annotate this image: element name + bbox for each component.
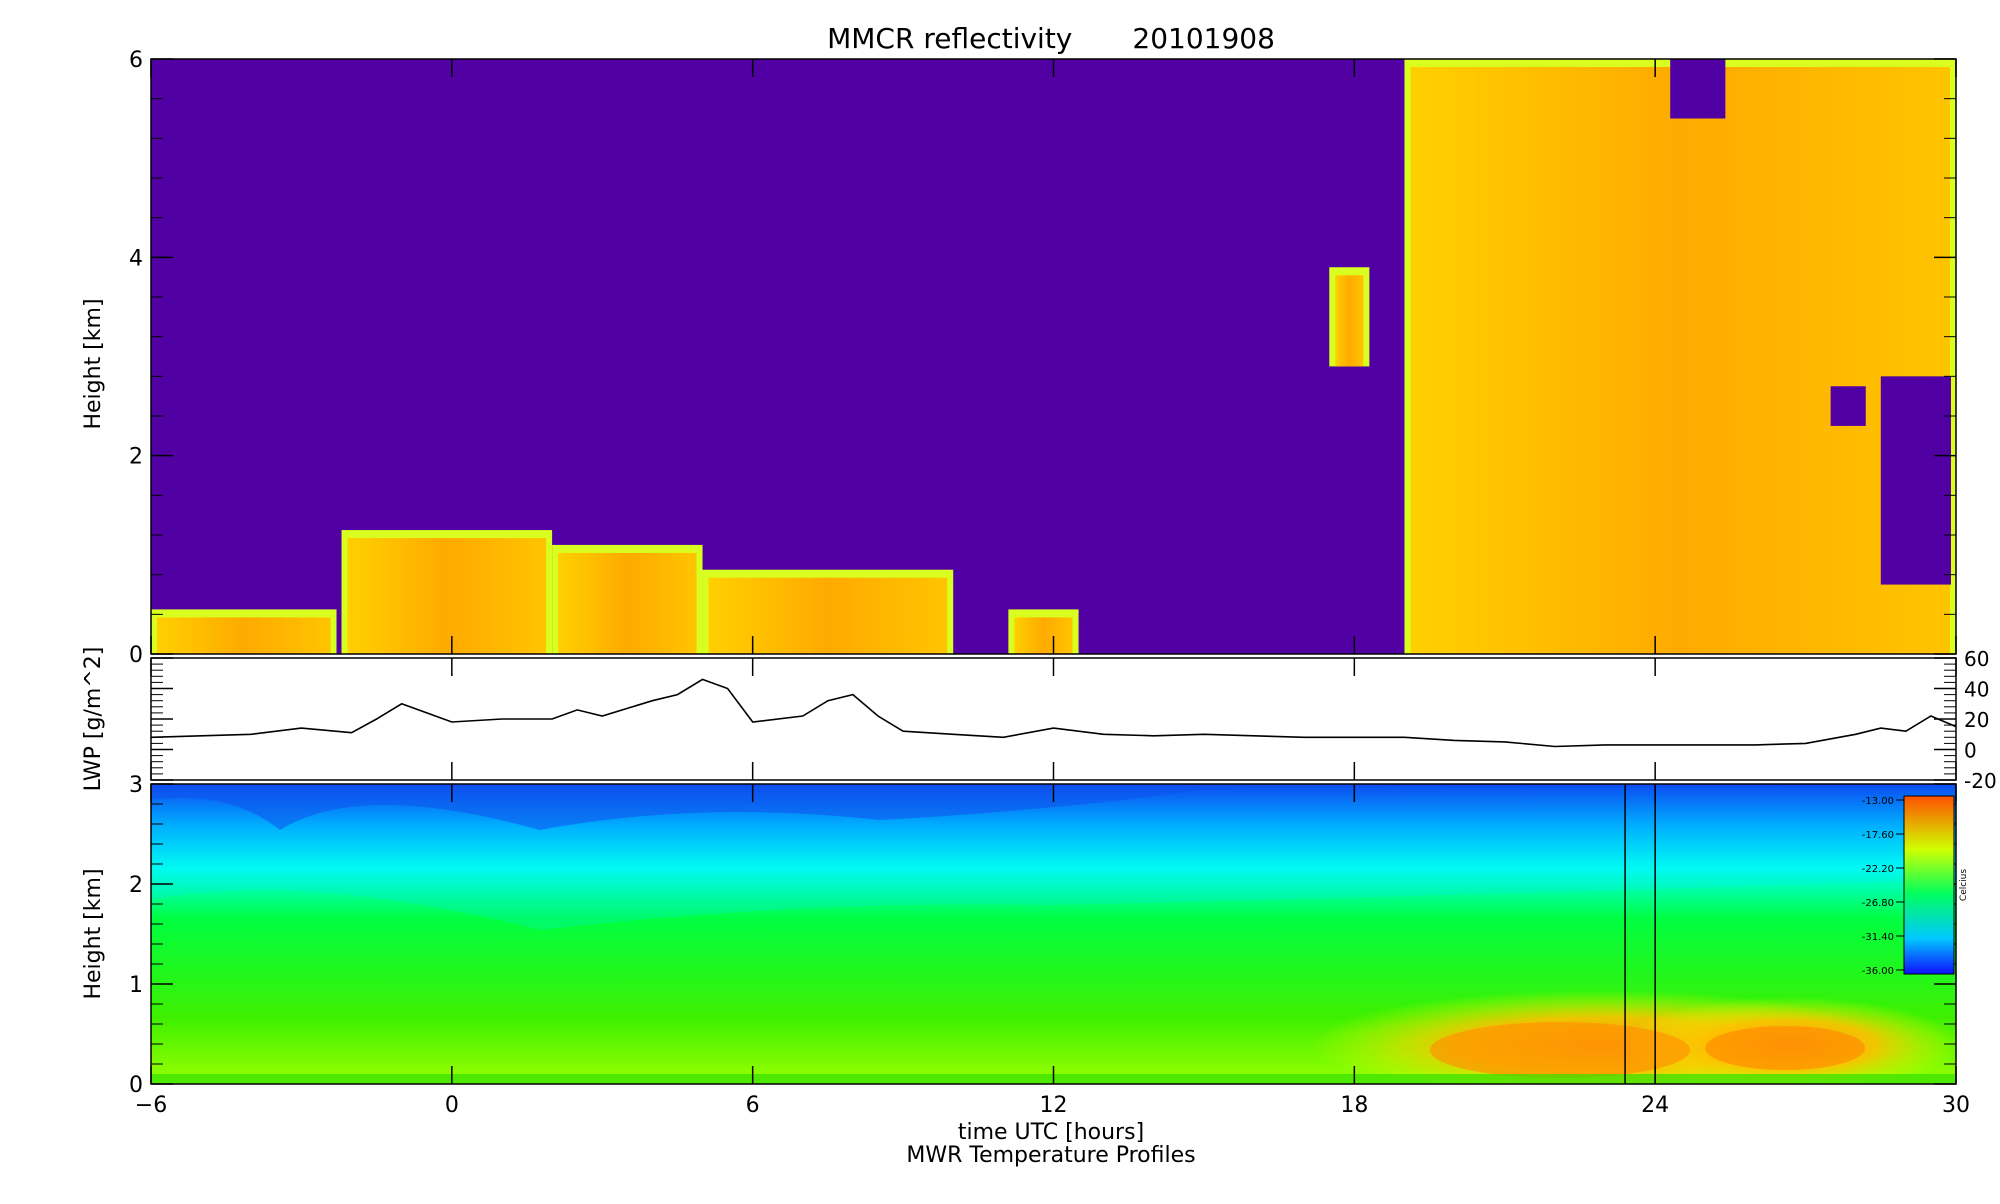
cloud-region-core <box>1335 275 1364 367</box>
chart-title: MMCR reflectivity 20101908 <box>827 22 1275 55</box>
x-axis-label: time UTC [hours] <box>958 1120 1144 1145</box>
cloud-gap <box>1880 376 1951 585</box>
chart-date: 20101908 <box>1132 22 1275 55</box>
cloud-gap <box>1670 59 1726 119</box>
temperature-ticks: 0 1 2 3 <box>129 773 1956 1098</box>
x-tick-label: 18 <box>1340 1093 1368 1118</box>
lwp-y-label: LWP [g/m^2] <box>81 647 106 792</box>
x-tick-label: 12 <box>1040 1093 1068 1118</box>
temperature-cyan-layer <box>151 784 1956 930</box>
x-tick-labels: −6 0 6 12 18 24 30 <box>135 59 1970 1118</box>
reflectivity-ticks: 0 2 4 6 <box>129 48 1956 668</box>
colorbar-label: Celcius <box>1959 869 1969 901</box>
y-tick-label: 2 <box>129 873 143 898</box>
temperature-panel: 0 1 2 3 Height [km] -13.00 -17.60 -22.20 -26.8… <box>81 773 1969 1098</box>
y-tick-label: 1 <box>129 973 143 998</box>
y-tick-label: -20 <box>1964 769 1997 793</box>
temperature-warm-core-2 <box>1705 1026 1865 1070</box>
y-tick-label: 0 <box>129 643 143 668</box>
y-tick-label: 0 <box>129 1073 143 1098</box>
reflectivity-y-label: Height [km] <box>81 298 106 429</box>
lwp-series-line <box>150 678 1957 748</box>
colorbar-tick-label: -31.40 <box>1862 932 1894 943</box>
cloud-region-core <box>708 577 948 654</box>
colorbar-gradient <box>1903 795 1955 975</box>
lwp-panel: -20 0 20 40 60 LWP [g/m^2] <box>81 647 1997 793</box>
cloud-region-core <box>157 617 331 654</box>
bottom-caption: MWR Temperature Profiles <box>906 1143 1195 1168</box>
y-tick-label: 6 <box>129 48 143 73</box>
colorbar-tick-label: -26.80 <box>1862 898 1894 909</box>
y-tick-label: 2 <box>129 445 143 470</box>
colorbar-tick-label: -36.00 <box>1862 966 1894 977</box>
colorbar-tick-label: -17.60 <box>1862 830 1894 841</box>
y-tick-label: 40 <box>1964 678 1989 702</box>
lwp-background <box>151 658 1956 780</box>
x-tick-label: 6 <box>746 1093 760 1118</box>
colorbar-tick-label: -13.00 <box>1862 796 1894 807</box>
y-tick-label: 3 <box>129 773 143 798</box>
reflectivity-panel: 0 2 4 6 Height [km] <box>81 48 1957 668</box>
chart-title-text: MMCR reflectivity <box>827 22 1072 55</box>
lwp-ticks: -20 0 20 40 60 <box>151 647 1997 793</box>
colorbar-tick-label: -22.20 <box>1862 864 1894 875</box>
x-tick-label: 0 <box>445 1093 459 1118</box>
y-tick-label: 4 <box>129 246 143 271</box>
y-tick-label: 20 <box>1964 708 1989 732</box>
y-tick-label: 60 <box>1964 647 1989 671</box>
cloud-region-core <box>347 538 547 654</box>
temperature-marker-lines <box>1624 784 1656 1084</box>
cloud-region-core <box>1410 67 1950 654</box>
temperature-y-label: Height [km] <box>81 868 106 999</box>
y-tick-label: 0 <box>1964 739 1977 763</box>
x-tick-label: −6 <box>135 1093 167 1118</box>
temperature-field <box>151 784 1956 1084</box>
x-tick-label: 24 <box>1641 1093 1669 1118</box>
cloud-gap <box>1830 386 1866 426</box>
temperature-colorbar: -13.00 -17.60 -22.20 -26.80 -31.40 -36.00 Cel… <box>1862 795 1969 977</box>
temperature-cold-layer <box>151 784 1956 830</box>
colorbar-ticks: -13.00 -17.60 -22.20 -26.80 -31.40 -36.00 <box>1862 796 1904 977</box>
cloud-region-core <box>558 552 697 654</box>
x-tick-label: 30 <box>1942 1093 1970 1118</box>
cloud-region-core <box>1014 617 1073 654</box>
temperature-warm-core-1 <box>1430 1022 1690 1078</box>
reflectivity-clouds <box>151 59 1956 654</box>
